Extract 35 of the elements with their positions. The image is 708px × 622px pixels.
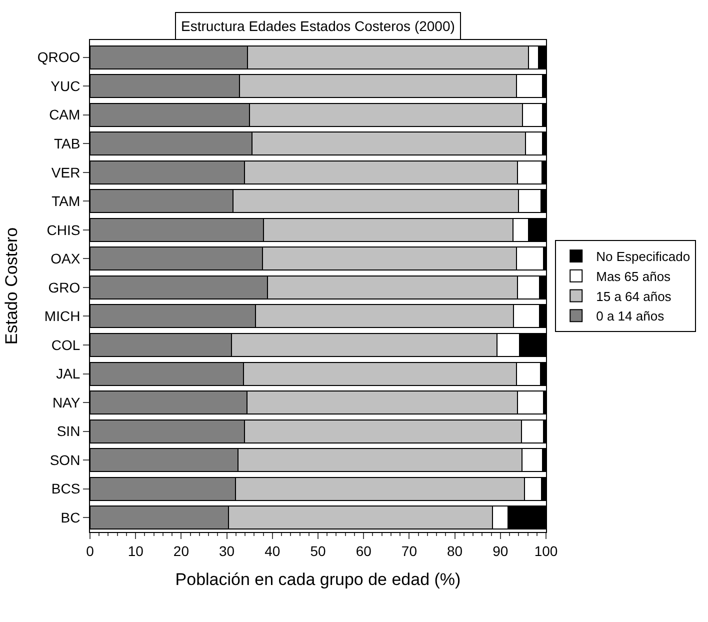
x-axis-title: Población en cada grupo de edad (%) — [175, 570, 461, 590]
y-tick-label: NAY — [52, 394, 81, 410]
y-tick-label: TAM — [52, 193, 80, 210]
x-tick-label: 10 — [128, 542, 144, 559]
chart-title: Estructura Edades Estados Costeros (2000) — [181, 18, 455, 34]
legend-label: Mas 65 años — [596, 268, 672, 284]
y-tick-label: QROO — [37, 49, 80, 66]
legend-label: 0 a 14 años — [596, 308, 665, 324]
y-axis-title: Estado Costero — [2, 227, 21, 345]
x-tick-label: 20 — [173, 542, 190, 559]
y-tick-label: TAB — [54, 135, 80, 152]
y-tick-label: YUC — [50, 78, 80, 94]
y-tick-label: OAX — [50, 250, 81, 267]
x-tick-label: 80 — [447, 542, 463, 559]
y-tick-label: COL — [51, 336, 80, 353]
x-tick-label: 60 — [356, 542, 372, 559]
y-tick-label: SON — [50, 452, 80, 468]
y-tick-label: JAL — [56, 366, 80, 382]
y-tick-label: SIN — [56, 423, 80, 440]
legend-label: 15 a 64 años — [596, 288, 672, 304]
y-tick-label: CHIS — [46, 222, 80, 238]
y-tick-label: BC — [60, 510, 80, 526]
y-tick-label: GRO — [48, 279, 80, 296]
y-tick-label: BCS — [51, 480, 80, 497]
y-tick-label: CAM — [49, 106, 80, 123]
x-tick-label: 30 — [219, 542, 235, 559]
x-tick-label: 90 — [492, 542, 508, 559]
x-tick-label: 0 — [86, 542, 94, 559]
y-tick-label: MICH — [44, 308, 80, 324]
x-tick-label: 40 — [264, 542, 280, 559]
x-tick-label: 100 — [534, 542, 558, 559]
x-tick-label: 50 — [310, 542, 326, 559]
legend-label: No Especificado — [596, 249, 690, 264]
y-tick-label: VER — [51, 164, 80, 180]
x-tick-label: 70 — [401, 542, 418, 559]
